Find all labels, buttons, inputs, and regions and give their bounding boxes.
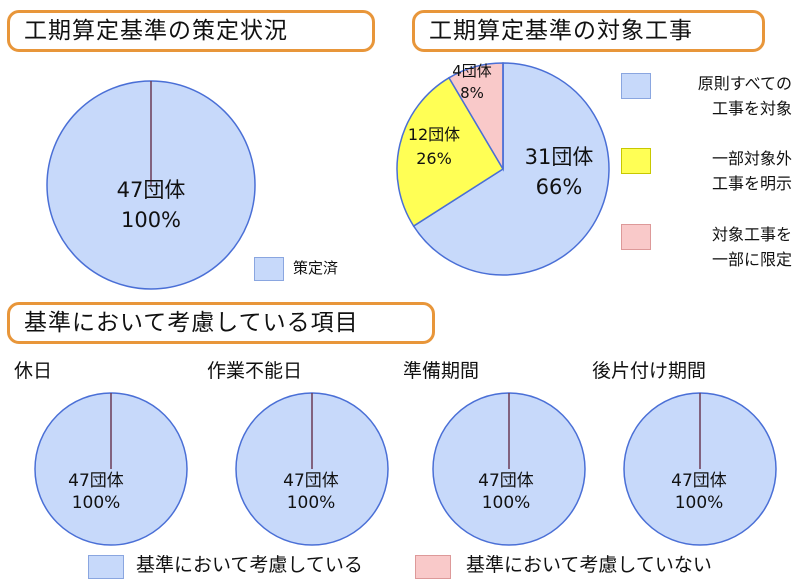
pie-percent-label: 100%	[287, 493, 336, 513]
legend-label-limited: 対象工事を 一部に限定	[660, 222, 792, 272]
legend-label-decided: 策定済	[293, 259, 339, 277]
legend-label-partial-line1: 一部対象外	[711, 149, 792, 168]
pie-slice	[235, 392, 389, 546]
legend-label-not-considered: 基準において考慮していない	[466, 554, 712, 576]
pie-slice	[447, 62, 504, 172]
legend-swatch-considered	[88, 555, 124, 579]
cleanup-label: 後片付け期間	[592, 360, 707, 382]
pie-count-label: 47団体	[478, 471, 534, 491]
legend-swatch-all	[621, 73, 651, 99]
pie-slice	[412, 62, 610, 276]
legend-label-limited-line1: 対象工事を	[711, 225, 792, 244]
items-title-text: 基準において考慮している項目	[24, 309, 359, 336]
legend-swatch-not-considered	[415, 555, 451, 579]
pie-slice	[396, 76, 505, 228]
pie-count-label: 4団体	[452, 62, 492, 80]
legend-label-considered: 基準において考慮している	[136, 554, 363, 576]
pie-percent-label: 26%	[416, 149, 452, 168]
scope-title-text: 工期算定基準の対象工事	[429, 17, 693, 44]
legend-label-partial-line2: 工事を明示	[711, 174, 792, 193]
legend-swatch-partial-excluded	[621, 148, 651, 174]
legend-label-all-line2: 工事を対象	[711, 99, 792, 118]
nonwork-label: 作業不能日	[207, 360, 303, 382]
prep-label: 準備期間	[403, 360, 480, 382]
pie-slice	[34, 392, 188, 546]
status-title-text: 工期算定基準の策定状況	[24, 17, 288, 44]
pie-percent-label: 100%	[121, 208, 181, 232]
items-title: 基準において考慮している項目	[7, 302, 435, 344]
pie-percent-label: 66%	[536, 175, 583, 199]
legend-label-all-line1: 原則すべての	[697, 74, 792, 93]
pie-percent-label: 100%	[675, 493, 724, 513]
holiday-label: 休日	[14, 360, 53, 382]
status-title: 工期算定基準の策定状況	[7, 10, 375, 52]
legend-swatch-limited	[621, 224, 651, 250]
pie-count-label: 12団体	[408, 125, 460, 144]
pie-slice	[432, 392, 586, 546]
legend-label-all: 原則すべての 工事を対象	[660, 71, 792, 121]
pie-percent-label: 100%	[482, 493, 531, 513]
legend-label-partial-excluded: 一部対象外 工事を明示	[660, 146, 792, 196]
pie-count-label: 47団体	[117, 178, 186, 202]
legend-label-limited-line2: 一部に限定	[711, 250, 792, 269]
pie-count-label: 31団体	[525, 145, 594, 169]
pie-count-label: 47団体	[283, 471, 339, 491]
pie-percent-label: 8%	[460, 84, 484, 102]
pie-count-label: 47団体	[68, 471, 124, 491]
pie-percent-label: 100%	[72, 493, 121, 513]
legend-swatch-decided	[254, 257, 284, 281]
pie-slice	[623, 392, 777, 546]
scope-title: 工期算定基準の対象工事	[412, 10, 765, 52]
pie-count-label: 47団体	[671, 471, 727, 491]
pie-slice	[46, 80, 256, 290]
